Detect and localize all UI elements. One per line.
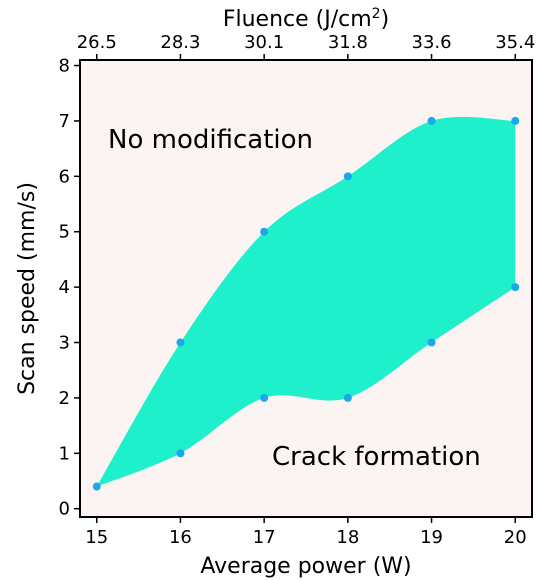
y-tick-label: 0 [59,499,70,520]
y-axis-title: Scan speed (mm/s) [15,182,40,395]
data-point [511,116,520,125]
plot-frame [79,59,533,518]
data-markers [92,116,520,491]
y-tick-label: 2 [59,388,70,409]
process-window-area [96,116,516,487]
data-point [260,227,269,236]
y-tick-label: 4 [59,277,70,298]
top-tick-label: 28.3 [160,32,200,53]
top-tick-label: 35.4 [495,32,535,53]
x-tick-label: 17 [253,527,276,548]
top-tick-label: 31.8 [328,32,368,53]
top-tick-label: 33.6 [412,32,452,53]
data-point [260,393,269,402]
data-point [176,449,185,458]
x-axis-title: Average power (W) [200,554,411,579]
x-tick-label: 15 [85,527,108,548]
y-axis-ticks: 0 1 2 3 4 5 6 7 8 [59,56,80,520]
top-axis-ticks: 26.5 28.3 30.1 31.8 33.6 35.4 [77,32,535,60]
data-point [343,393,352,402]
data-point [92,482,101,491]
x-tick-label: 19 [420,527,443,548]
data-point [511,283,520,292]
x-tick-label: 16 [169,527,192,548]
data-point [176,338,185,347]
y-tick-label: 5 [59,222,70,243]
x-tick-label: 18 [336,527,359,548]
top-tick-label: 26.5 [77,32,117,53]
y-tick-label: 1 [59,443,70,464]
y-tick-label: 8 [59,56,70,77]
y-tick-label: 6 [59,166,70,187]
y-tick-label: 3 [59,333,70,354]
top-tick-label: 30.1 [244,32,284,53]
data-point [343,172,352,181]
x-tick-label: 20 [504,527,527,548]
crack-formation-label: Crack formation [272,442,481,472]
y-tick-label: 7 [59,111,70,132]
data-point [427,116,436,125]
no-modification-label: No modification [108,125,313,155]
data-point [427,338,436,347]
x-axis-ticks: 15 16 17 18 19 20 [85,517,527,548]
top-axis-title: Fluence (J/cm2) [223,6,389,32]
